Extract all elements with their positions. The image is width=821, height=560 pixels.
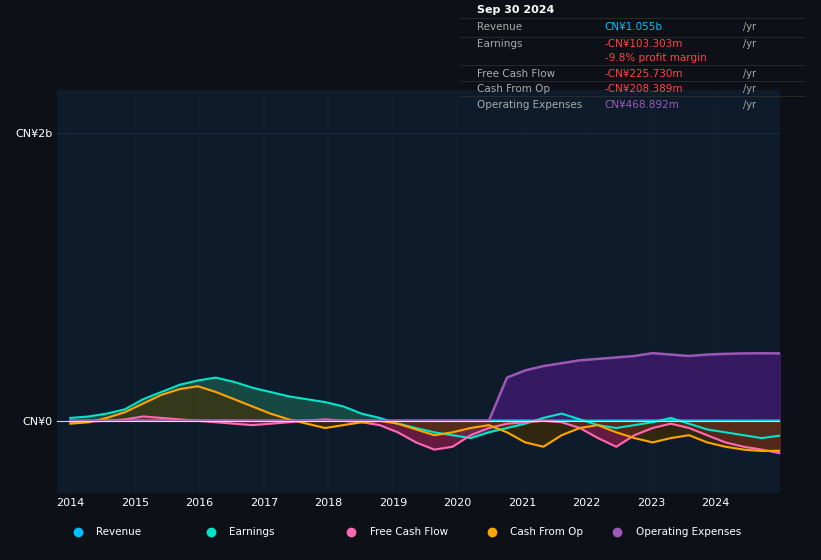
- Text: /yr: /yr: [742, 83, 755, 94]
- Text: /yr: /yr: [742, 69, 755, 79]
- Text: /yr: /yr: [742, 100, 755, 110]
- Text: Free Cash Flow: Free Cash Flow: [477, 69, 555, 79]
- Text: /yr: /yr: [742, 22, 755, 32]
- Text: Cash From Op: Cash From Op: [511, 527, 583, 537]
- Text: -CN¥103.303m: -CN¥103.303m: [604, 39, 683, 49]
- Text: -CN¥208.389m: -CN¥208.389m: [604, 83, 683, 94]
- Text: Operating Expenses: Operating Expenses: [636, 527, 741, 537]
- Text: -CN¥225.730m: -CN¥225.730m: [604, 69, 683, 79]
- Text: -9.8% profit margin: -9.8% profit margin: [604, 53, 706, 63]
- Text: Revenue: Revenue: [477, 22, 522, 32]
- Text: Sep 30 2024: Sep 30 2024: [477, 5, 554, 15]
- Text: Cash From Op: Cash From Op: [477, 83, 550, 94]
- Text: Earnings: Earnings: [230, 527, 275, 537]
- Text: /yr: /yr: [742, 39, 755, 49]
- Text: Operating Expenses: Operating Expenses: [477, 100, 582, 110]
- Text: CN¥468.892m: CN¥468.892m: [604, 100, 680, 110]
- Text: Earnings: Earnings: [477, 39, 522, 49]
- Text: CN¥1.055b: CN¥1.055b: [604, 22, 663, 32]
- Text: Free Cash Flow: Free Cash Flow: [370, 527, 448, 537]
- Text: Revenue: Revenue: [97, 527, 141, 537]
- Text: -CN¥400m: -CN¥400m: [0, 558, 6, 560]
